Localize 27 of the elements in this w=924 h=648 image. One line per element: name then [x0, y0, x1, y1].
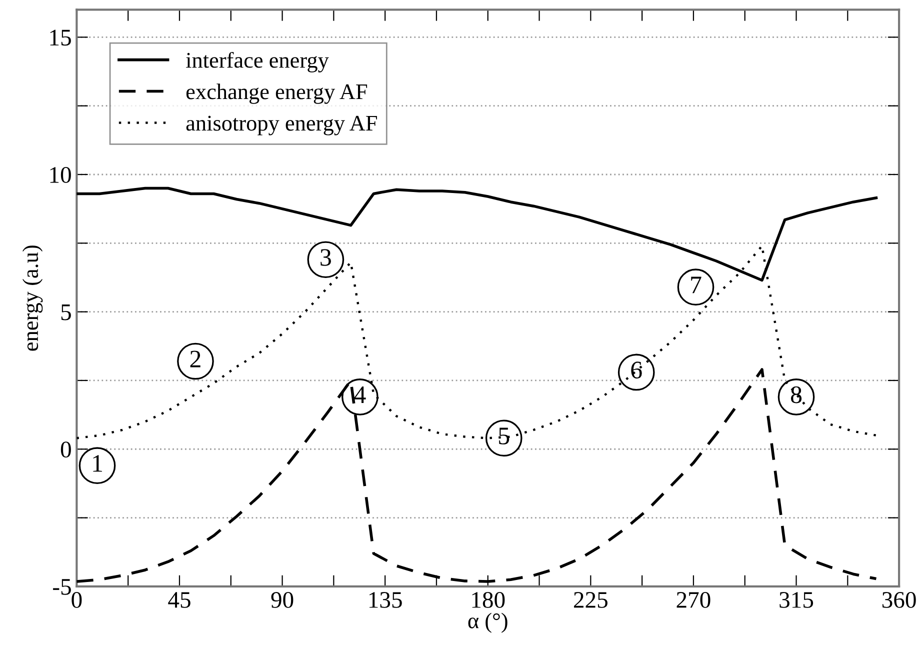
annotation: 4 — [354, 386, 366, 403]
annotation: 2 — [190, 350, 200, 368]
y-tick-label: 0 — [60, 442, 71, 458]
x-tick-label: 225 — [574, 592, 608, 608]
annotation: 3 — [320, 249, 331, 266]
legend-label: interface energy — [186, 52, 329, 72]
x-tick-label: 360 — [882, 592, 916, 608]
legend-label: anisotropy energy AF — [186, 116, 377, 136]
y-tick-label: -5 — [53, 579, 71, 595]
annotation: 8 — [790, 386, 802, 404]
annotation: 7 — [691, 276, 702, 294]
legend-label: exchange energy AF — [186, 84, 368, 104]
x-tick-label: 315 — [780, 592, 814, 608]
annotation: 5 — [499, 428, 510, 444]
x-tick-label: 180 — [472, 592, 505, 608]
y-tick-label: 10 — [50, 166, 71, 183]
x-tick-label: 0 — [72, 592, 82, 608]
x-axis-title: α (°) — [468, 612, 508, 633]
annotation: 1 — [93, 455, 102, 472]
y-axis-title: energy (a.u) — [22, 246, 43, 351]
x-tick-label: 45 — [168, 592, 190, 608]
y-tick-label: 15 — [50, 30, 71, 46]
annotation: 6 — [631, 362, 642, 378]
x-tick-label: 90 — [271, 592, 294, 608]
x-tick-label: 135 — [369, 592, 402, 608]
y-tick-label: 5 — [61, 304, 71, 320]
x-tick-label: 270 — [676, 592, 710, 608]
